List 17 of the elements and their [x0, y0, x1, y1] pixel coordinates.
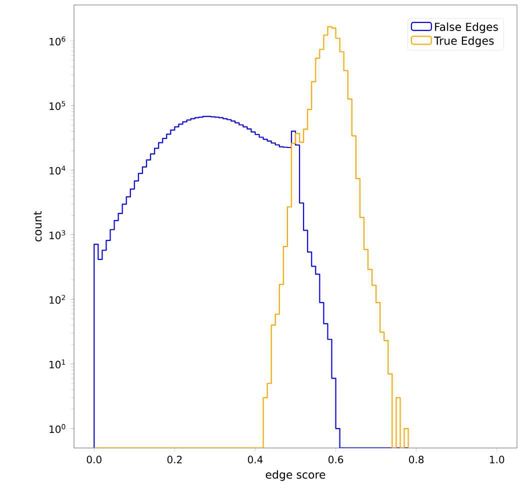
y-tick-label: 10$^{1}$	[50, 360, 66, 368]
y-axis-title: count	[34, 211, 42, 242]
x-tick-label: 0.2	[167, 456, 182, 464]
y-tick-label: 10$^{4}$	[50, 166, 66, 175]
y-tick-label: 10$^{6}$	[50, 36, 66, 46]
legend-label: False Edges	[435, 22, 498, 34]
x-axis-title: edge score	[266, 470, 326, 481]
legend-label: True Edges	[434, 36, 494, 47]
y-tick-label: 10$^{0}$	[50, 424, 66, 434]
x-tick-label: 0.6	[328, 456, 344, 464]
x-tick-label: 0.8	[409, 456, 424, 464]
x-tick-label: 0.4	[248, 456, 263, 464]
x-tick-label: 1.0	[490, 456, 504, 464]
y-tick-label: 10$^{5}$	[50, 101, 66, 110]
x-tick-label: 0.0	[86, 456, 102, 464]
y-tick-label: 10$^{2}$	[50, 294, 65, 304]
y-tick-label: 10$^{3}$	[50, 230, 66, 240]
